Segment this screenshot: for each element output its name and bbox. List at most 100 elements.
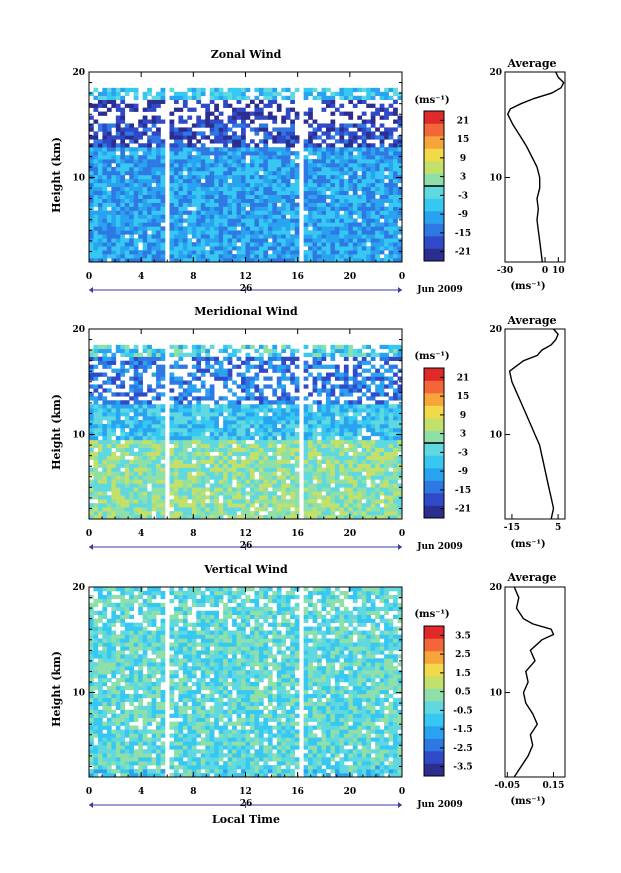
heatmap-cell <box>205 194 211 199</box>
heatmap-cell <box>325 352 331 358</box>
heatmap-cell <box>330 364 336 369</box>
heatmap-cell <box>97 431 103 437</box>
heatmap-cell <box>151 455 157 460</box>
heatmap-cell <box>187 238 193 243</box>
heatmap-cell <box>156 143 161 148</box>
heatmap-cell <box>93 491 99 496</box>
heatmap-cell <box>115 258 121 263</box>
heatmap-cell <box>254 242 260 247</box>
heatmap-cell <box>375 388 380 393</box>
heatmap-cell <box>303 167 309 172</box>
heatmap-cell <box>357 238 363 243</box>
heatmap-cell <box>147 127 152 132</box>
heatmap-cell <box>303 376 309 381</box>
heatmap-cell <box>343 380 349 385</box>
heatmap-cell <box>218 206 224 211</box>
heatmap-cell <box>138 198 143 203</box>
heatmap-cell <box>241 163 246 168</box>
heatmap-cell <box>129 439 135 445</box>
heatmap-cell <box>218 198 224 203</box>
heatmap-cell <box>89 198 94 203</box>
heatmap-cell <box>142 198 148 203</box>
heatmap-cell <box>294 182 300 188</box>
heatmap-cell <box>375 439 380 445</box>
heatmap-cell <box>102 178 108 184</box>
heatmap-cell <box>321 250 327 255</box>
heatmap-cell <box>200 451 206 456</box>
heatmap-cell <box>384 135 389 140</box>
heatmap-cell <box>321 447 327 453</box>
heatmap-cell <box>303 143 309 148</box>
heatmap-cell <box>191 222 197 227</box>
heatmap-cell <box>120 404 126 409</box>
heatmap-cell <box>352 400 358 405</box>
heatmap-cell <box>178 455 184 460</box>
heatmap-cell <box>348 388 354 393</box>
heatmap-cell <box>317 258 322 263</box>
heatmap-cell <box>191 451 197 456</box>
heatmap-cell <box>276 194 282 199</box>
heatmap-cell <box>308 447 313 453</box>
heatmap-cell <box>325 143 331 148</box>
heatmap-cell <box>254 178 260 184</box>
heatmap-cell <box>173 451 179 456</box>
heatmap-cell <box>200 198 206 203</box>
heatmap-cell <box>321 107 327 112</box>
heatmap-cell <box>343 242 349 247</box>
heatmap-cell <box>236 167 242 172</box>
heatmap-cell <box>169 131 175 136</box>
heatmap-cell <box>115 420 121 425</box>
heatmap-cell <box>366 435 371 441</box>
heatmap-cell <box>384 499 389 504</box>
heatmap-cell <box>151 210 157 215</box>
heatmap-cell <box>254 95 260 101</box>
heatmap-cell <box>294 206 300 211</box>
heatmap-cell <box>182 431 188 437</box>
heatmap-cell <box>187 439 193 445</box>
heatmap-cell <box>379 250 385 255</box>
heatmap-cell <box>397 123 403 128</box>
heatmap-cell <box>321 198 327 203</box>
heatmap-cell <box>93 234 99 239</box>
heatmap-cell <box>169 455 175 460</box>
heatmap-cell <box>317 356 322 361</box>
heatmap-cell <box>303 459 309 464</box>
heatmap-cell <box>115 167 121 172</box>
heatmap-cell <box>182 119 188 124</box>
heatmap-cell <box>263 368 269 373</box>
heatmap-cell <box>182 495 188 500</box>
heatmap-cell <box>196 435 202 441</box>
heatmap-cell <box>236 447 242 453</box>
heatmap-cell <box>205 404 211 409</box>
heatmap-cell <box>160 95 166 101</box>
heatmap-cell <box>312 186 318 192</box>
heatmap-cell <box>173 459 179 464</box>
heatmap-cell <box>129 499 135 504</box>
heatmap-cell <box>245 360 251 365</box>
heatmap-cell <box>106 451 112 456</box>
heatmap-cell <box>339 447 345 453</box>
heatmap-cell <box>120 360 126 365</box>
heatmap-cell <box>370 135 376 140</box>
heatmap-cell <box>129 463 135 468</box>
heatmap-cell <box>147 119 152 124</box>
heatmap-cell <box>147 491 152 496</box>
heatmap-cell <box>281 167 287 172</box>
heatmap-cell <box>178 115 184 120</box>
heatmap-cell <box>276 503 282 508</box>
heatmap-cell <box>89 471 94 476</box>
heatmap-cell <box>312 182 318 188</box>
heatmap-cell <box>267 376 273 381</box>
heatmap-cell <box>120 190 126 196</box>
heatmap-cell <box>366 388 371 393</box>
heatmap-cell <box>124 463 130 468</box>
heatmap-cell <box>120 198 126 203</box>
heatmap-cell <box>254 416 260 421</box>
heatmap-cell <box>173 431 179 437</box>
heatmap-cell <box>182 392 188 397</box>
heatmap-cell <box>357 159 363 164</box>
heatmap-cell <box>191 435 197 441</box>
heatmap-cell <box>129 242 135 247</box>
heatmap-cell <box>196 431 202 437</box>
average-title: Average <box>506 57 556 70</box>
